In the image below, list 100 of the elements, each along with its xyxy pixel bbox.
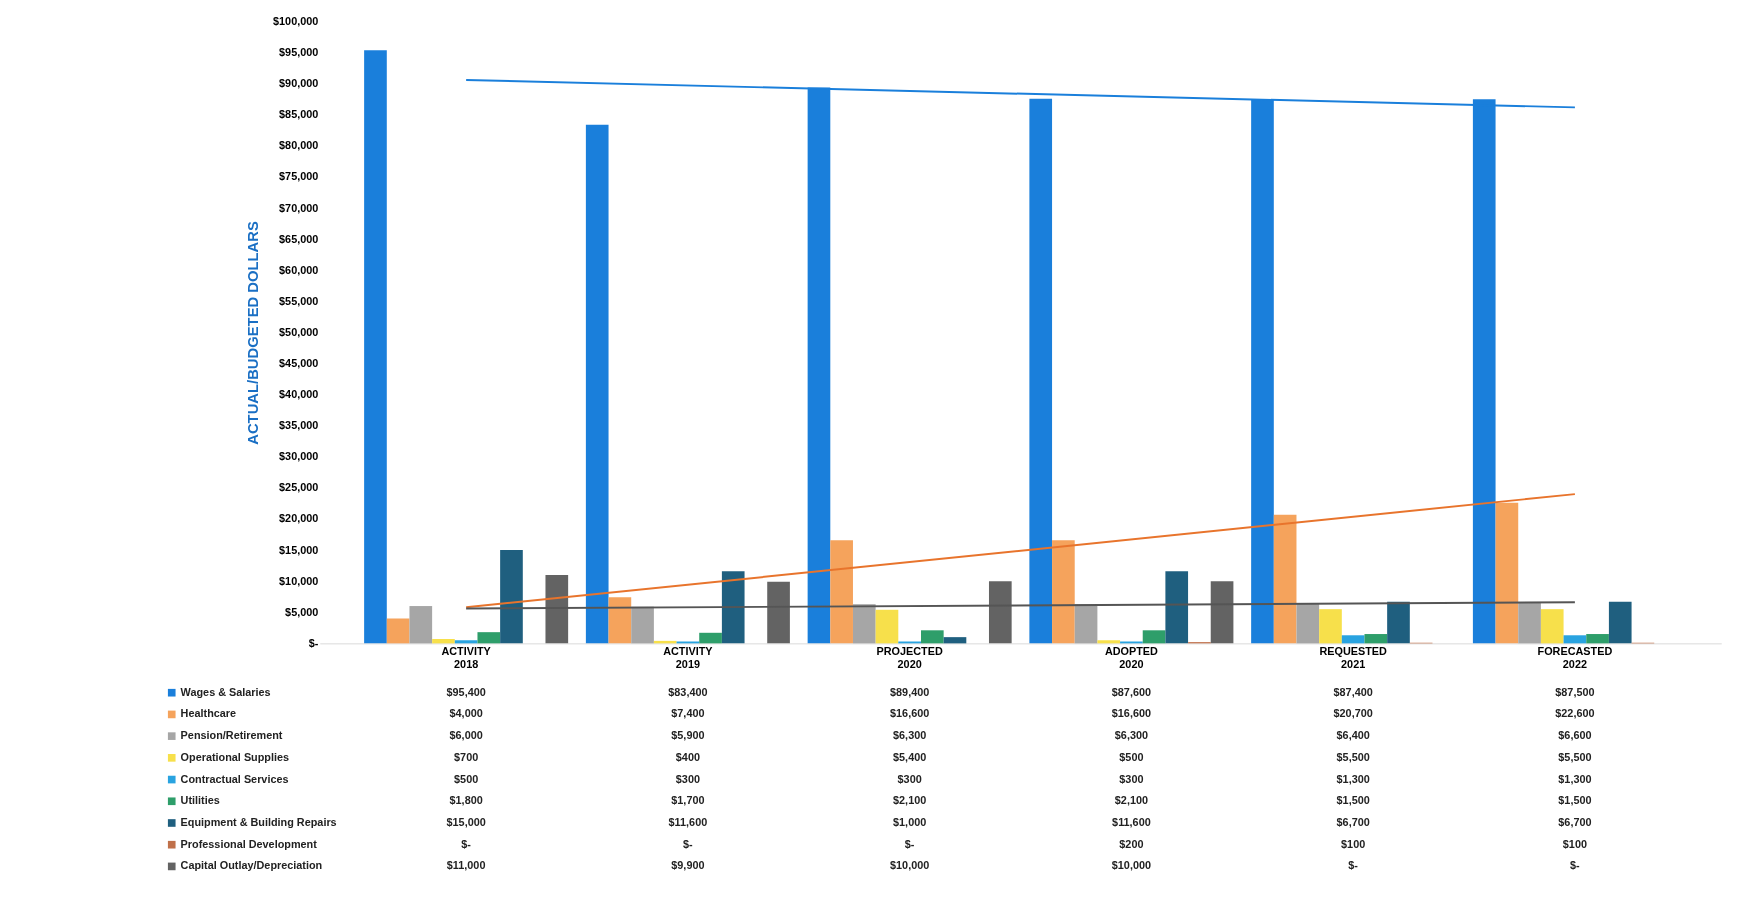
y-tick-label: $65,000 <box>279 232 319 245</box>
data-label: $300 <box>1119 772 1144 785</box>
data-label: $4,000 <box>449 707 483 720</box>
legend-label: Professional Development <box>180 837 318 850</box>
x-tick-label: FORECASTED 2022 <box>1537 644 1613 670</box>
data-label: $22,600 <box>1555 707 1595 720</box>
bar <box>1097 640 1121 644</box>
data-label: $200 <box>1119 837 1144 850</box>
y-tick-label: $100,000 <box>273 15 319 28</box>
bar <box>477 632 501 644</box>
bar <box>1586 634 1609 644</box>
data-label: $11,000 <box>446 859 486 872</box>
bar <box>1052 540 1075 644</box>
bar <box>1210 581 1234 644</box>
data-label: $5,500 <box>1336 750 1370 763</box>
data-label: $100 <box>1562 837 1587 850</box>
bar <box>631 606 654 644</box>
data-label: $6,000 <box>449 729 483 742</box>
bar <box>1608 601 1632 644</box>
bar <box>1296 603 1320 644</box>
data-label: $1,300 <box>1336 772 1370 785</box>
x-tick-label: ADOPTED 2020 <box>1104 644 1159 670</box>
legend-label: Capital Outlay/Depreciation <box>180 859 323 872</box>
bar <box>1364 634 1388 644</box>
data-label: $1,000 <box>893 815 927 828</box>
data-label: $- <box>1570 859 1581 872</box>
y-tick-label: $35,000 <box>279 419 319 432</box>
data-label: $15,000 <box>446 815 486 828</box>
data-label: $10,000 <box>1111 859 1151 872</box>
data-label: $300 <box>897 772 922 785</box>
x-tick-label: REQUESTED 2021 <box>1319 644 1388 670</box>
bar <box>1387 601 1410 644</box>
data-label: $500 <box>1119 750 1144 763</box>
data-label: $87,400 <box>1333 685 1373 698</box>
data-label: $- <box>683 837 694 850</box>
y-tick-label: $15,000 <box>279 543 319 556</box>
y-tick-label: $60,000 <box>279 263 319 276</box>
data-label: $20,700 <box>1333 707 1373 720</box>
bar <box>409 606 433 644</box>
legend-label: Operational Supplies <box>180 750 290 763</box>
legend-label: Utilities <box>180 794 220 807</box>
y-tick-label: $40,000 <box>279 388 319 401</box>
data-label: $83,400 <box>668 685 708 698</box>
data-label: $5,400 <box>893 750 927 763</box>
bar <box>1319 609 1342 644</box>
y-tick-label: $- <box>308 636 319 649</box>
bar <box>699 632 722 644</box>
legend-label: Contractual Services <box>180 772 289 785</box>
y-tick-label: $75,000 <box>279 170 319 183</box>
data-label: $2,100 <box>893 794 927 807</box>
bar <box>830 540 853 644</box>
bar <box>585 124 609 644</box>
bar <box>1074 604 1098 644</box>
bar <box>1540 609 1564 644</box>
data-label: $11,600 <box>1112 815 1151 828</box>
bar <box>500 550 523 644</box>
data-label: $6,700 <box>1558 815 1592 828</box>
bar <box>875 609 899 644</box>
bar <box>852 604 876 644</box>
data-label: $6,300 <box>893 729 927 742</box>
y-tick-label: $25,000 <box>279 481 319 494</box>
y-tick-label: $80,000 <box>279 139 319 152</box>
bar <box>1142 630 1166 644</box>
y-tick-label: $20,000 <box>279 512 319 525</box>
data-label: $11,600 <box>668 815 708 828</box>
data-label: $5,500 <box>1558 750 1592 763</box>
data-label: $1,700 <box>671 794 705 807</box>
data-label: $6,700 <box>1336 815 1370 828</box>
data-label: $- <box>461 837 472 850</box>
data-label: $5,900 <box>671 729 705 742</box>
data-label: $10,000 <box>890 859 930 872</box>
data-label: $- <box>904 837 915 850</box>
bar <box>364 50 387 644</box>
bar <box>1518 602 1541 644</box>
bar <box>1341 635 1365 644</box>
bar <box>721 571 745 644</box>
y-axis-title: ACTUAL/BUDGETED DOLLARS <box>245 221 262 445</box>
data-label: $87,500 <box>1555 685 1595 698</box>
data-label: $7,400 <box>671 707 705 720</box>
data-label: $9,900 <box>671 859 705 872</box>
data-label: $300 <box>675 772 700 785</box>
y-tick-label: $95,000 <box>279 46 319 59</box>
data-label: $1,800 <box>449 794 483 807</box>
data-label: $- <box>1348 859 1359 872</box>
data-label: $500 <box>454 772 479 785</box>
y-tick-label: $90,000 <box>279 77 319 90</box>
data-label: $400 <box>675 750 700 763</box>
bar <box>386 618 410 644</box>
data-label: $89,400 <box>890 685 930 698</box>
x-tick-label: ACTIVITY 2019 <box>663 644 714 670</box>
bar <box>988 581 1012 644</box>
y-tick-label: $5,000 <box>285 605 319 618</box>
data-label: $700 <box>454 750 479 763</box>
legend-label: Pension/Retirement <box>180 729 283 742</box>
bar <box>608 597 632 644</box>
data-label: $6,600 <box>1558 729 1592 742</box>
bar <box>1563 635 1587 644</box>
data-label: $6,400 <box>1336 729 1370 742</box>
data-label: $16,600 <box>890 707 930 720</box>
data-label: $87,600 <box>1111 685 1151 698</box>
